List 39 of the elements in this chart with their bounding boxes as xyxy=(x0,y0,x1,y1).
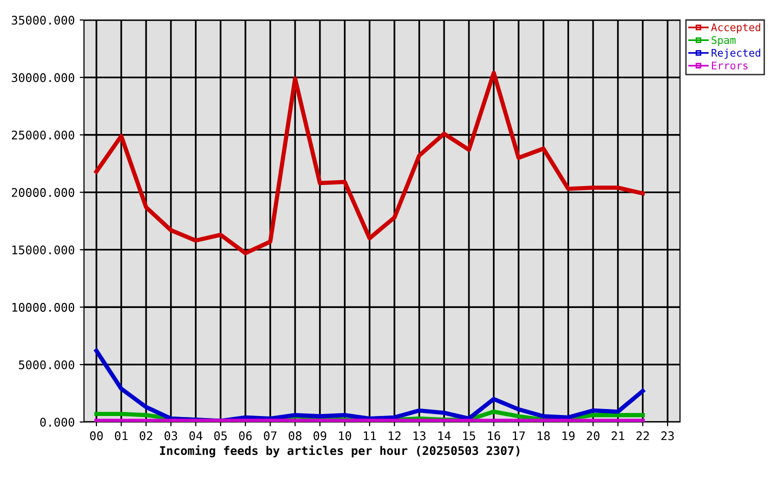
y-tick-label: 0.000 xyxy=(40,418,74,427)
x-tick-label: 16 xyxy=(488,431,500,440)
x-tick-label: 22 xyxy=(636,431,649,440)
x-tick-label: 21 xyxy=(612,431,624,440)
x-tick-label: 12 xyxy=(388,431,401,440)
x-tick-label: 18 xyxy=(538,431,550,440)
x-tick-label: 23 xyxy=(661,431,674,440)
x-tick-label: 15 xyxy=(463,431,476,440)
x-tick-label: 07 xyxy=(264,431,276,440)
x-tick-label: 08 xyxy=(288,431,302,440)
x-tick-label: 03 xyxy=(164,431,178,440)
y-tick-label: 5000.000 xyxy=(18,360,74,370)
y-tick-label: 10000.000 xyxy=(12,302,74,312)
legend-label: Accepted xyxy=(711,23,760,34)
x-tick-label: 02 xyxy=(140,431,152,440)
x-tick-label: 17 xyxy=(512,431,525,440)
y-tick-label: 15000.000 xyxy=(12,245,74,254)
x-tick-label: 19 xyxy=(562,431,575,440)
y-tick-label: 25000.000 xyxy=(12,130,74,140)
x-tick-label: 01 xyxy=(114,431,128,440)
x-tick-label: 04 xyxy=(189,431,202,440)
y-tick-label: 35000.000 xyxy=(12,16,74,25)
x-axis-title: Incoming feeds by articles per hour (20250503 2307) xyxy=(160,445,520,458)
y-tick-label: 20000.000 xyxy=(12,188,74,197)
x-tick-label: 13 xyxy=(414,431,426,440)
x-tick-label: 00 xyxy=(90,431,103,440)
x-tick-label: 05 xyxy=(214,431,227,440)
line-series xyxy=(94,348,645,422)
x-tick-label: 20 xyxy=(586,431,600,440)
y-tick-label: 30000.000 xyxy=(12,73,74,82)
line-series xyxy=(94,70,645,256)
legend-label: Spam xyxy=(712,36,736,46)
x-tick-label: 14 xyxy=(438,431,451,440)
x-tick-label: 10 xyxy=(339,431,352,440)
legend-label: Rejected xyxy=(712,48,760,59)
x-tick-label: 11 xyxy=(364,431,376,440)
x-tick-label: 09 xyxy=(314,431,326,440)
legend-label: Errors xyxy=(712,62,748,70)
x-tick-label: 06 xyxy=(239,431,252,440)
